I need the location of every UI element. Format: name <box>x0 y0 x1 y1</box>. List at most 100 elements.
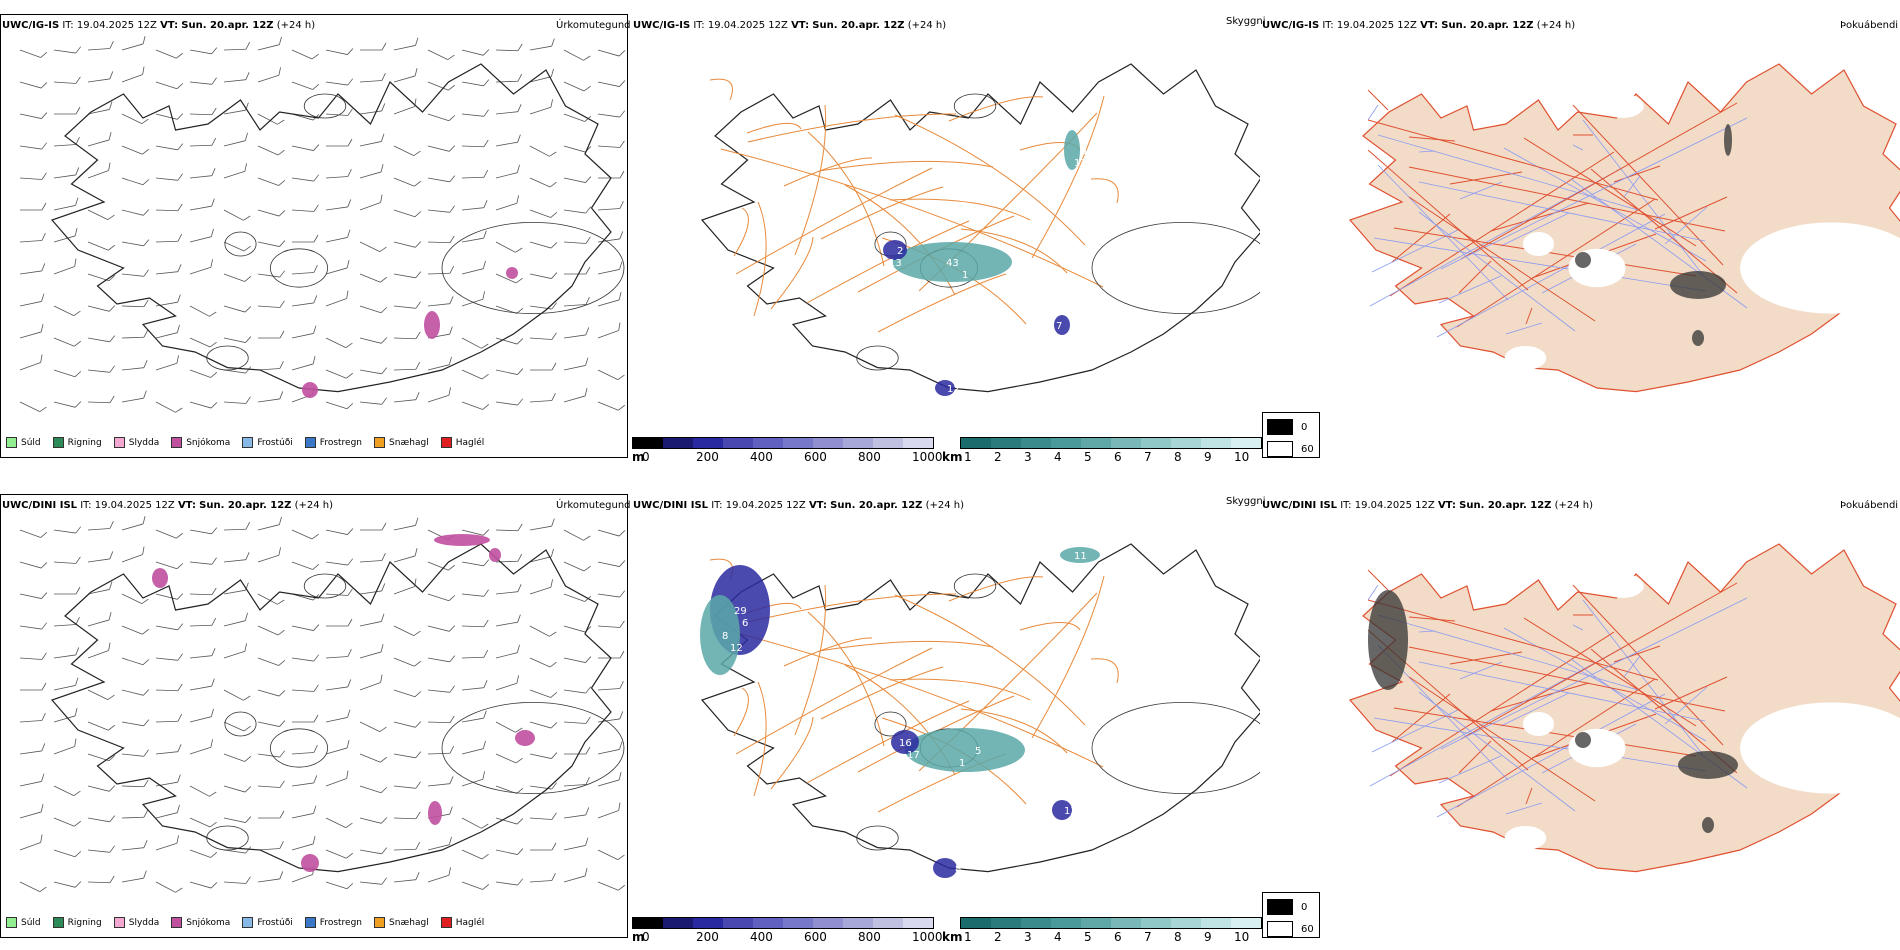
glacier-area <box>1522 232 1555 256</box>
road-line <box>1031 575 1105 739</box>
wind-barb <box>495 675 519 691</box>
colorbar-bin <box>1171 438 1201 448</box>
wind-barb <box>529 689 558 698</box>
wind-barb <box>325 817 353 829</box>
visibility-tick: 8 <box>1174 930 1182 944</box>
wind-barb <box>19 233 46 243</box>
visibility-value-label: 13 <box>1064 806 1077 817</box>
visibility-tick: 9 <box>1204 450 1212 464</box>
elevation-colorbar <box>632 917 934 929</box>
wind-barb <box>495 614 521 627</box>
wind-barb <box>291 144 320 151</box>
legend-swatch <box>304 437 316 448</box>
wind-barb <box>155 653 183 661</box>
wind-barb <box>292 714 319 723</box>
wind-barb <box>19 804 44 819</box>
visibility-title: Skyggni <box>1226 16 1266 27</box>
wind-barb <box>393 301 421 309</box>
wind-barb <box>563 297 590 307</box>
low-visibility-area <box>1064 130 1080 170</box>
visibility-panel: UWC/DINI ISL IT: 19.04.2025 12Z VT: Sun.… <box>630 480 1266 950</box>
lead-time: (+24 h) <box>276 20 316 31</box>
wind-barb <box>563 176 592 183</box>
wind-barb <box>189 881 218 889</box>
wind-barb <box>325 48 354 55</box>
road-line <box>1389 151 1615 297</box>
elevation-tick: 1000 <box>912 450 943 464</box>
visibility-tick: 2 <box>994 450 1002 464</box>
visibility-tick: 7 <box>1144 450 1152 464</box>
init-label: IT: <box>62 20 74 31</box>
visibility-tick: 6 <box>1114 930 1122 944</box>
legend-swatch <box>52 437 64 448</box>
wind-barb <box>461 230 487 243</box>
river-line <box>1418 150 1436 153</box>
wind-barb <box>393 578 417 595</box>
wind-barb <box>359 785 388 794</box>
legend-item: Slydda <box>113 917 159 928</box>
wind-barb <box>121 113 149 125</box>
wind-barb <box>393 841 421 851</box>
wind-barb <box>529 99 553 115</box>
precip-legend: Súld Rigning Slydda Snjókoma Frostúði Frostre… <box>6 437 484 448</box>
wind-barb <box>291 561 320 570</box>
wind-barb <box>291 775 318 787</box>
colorbar-bin <box>633 438 663 448</box>
wind-barb <box>19 49 48 58</box>
panel-title: UWC/IG-IS IT: 19.04.2025 12Z VT: Sun. 20… <box>633 20 946 31</box>
wind-barb <box>189 708 214 723</box>
colorbar-bin <box>1111 438 1141 448</box>
wind-barb <box>360 522 387 531</box>
valid-time: Sun. 20.apr. 12Z <box>1441 20 1534 31</box>
legend-swatch <box>52 917 64 928</box>
road-line <box>820 666 944 720</box>
valid-time: Sun. 20.apr. 12Z <box>812 20 905 31</box>
legend-label: Haglél <box>455 437 485 448</box>
wind-barb <box>325 337 353 349</box>
legend-label: Snæhagl <box>389 437 429 448</box>
init-time: 19.04.2025 12Z <box>725 500 806 511</box>
wind-barb <box>87 785 116 792</box>
road-line <box>1408 196 1596 322</box>
legend-label: Frostregn <box>319 917 363 928</box>
wind-barb <box>223 241 251 252</box>
glacier-outline <box>856 345 899 371</box>
wind-barb <box>495 368 524 375</box>
road-line <box>770 236 814 310</box>
visibility-colorbar <box>960 917 1262 929</box>
wind-barb <box>427 49 455 61</box>
wind-barb <box>359 753 387 763</box>
panel-frame <box>0 494 628 938</box>
wind-barb <box>257 67 281 83</box>
wind-barb <box>257 300 285 308</box>
wind-barb <box>53 817 81 827</box>
wind-barb <box>495 817 524 825</box>
wind-barb <box>155 881 183 893</box>
visibility-value-label: 13 <box>889 258 902 269</box>
wind-barb <box>121 36 146 51</box>
wind-barb <box>393 657 421 667</box>
legend-swatch <box>440 917 452 928</box>
model-name: UWC/IG-IS <box>1262 20 1320 31</box>
wind-barb <box>223 612 248 627</box>
wind-barb <box>155 561 184 570</box>
panel-title: UWC/IG-IS IT: 19.04.2025 12Z VT: Sun. 20… <box>2 20 315 31</box>
init-time: 19.04.2025 12Z <box>94 500 175 511</box>
wind-barb <box>87 875 115 884</box>
visibility-value-label: 43 <box>946 258 959 269</box>
wind-barb <box>325 290 349 307</box>
wind-barb <box>427 356 452 371</box>
river-line <box>1436 693 1666 818</box>
wind-barb <box>359 674 383 691</box>
wind-barb <box>325 709 351 723</box>
colorbar-bin <box>753 438 783 448</box>
colorbar-bin <box>873 438 903 448</box>
wind-barb <box>223 816 252 823</box>
colorbar-bin <box>783 918 813 928</box>
wind-barb <box>87 365 115 373</box>
fog-legend-label: 60 <box>1301 923 1314 935</box>
wind-barb <box>155 401 183 413</box>
low-visibility-area <box>1060 547 1100 563</box>
wind-barb <box>461 200 488 211</box>
colorbar-bin <box>1141 918 1171 928</box>
